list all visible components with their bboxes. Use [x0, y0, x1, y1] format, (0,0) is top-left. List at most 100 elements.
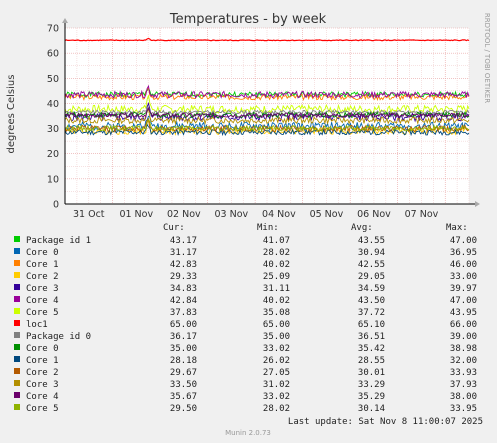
legend-value-max: 38.98	[450, 344, 477, 354]
legend-value-min: 31.11	[263, 284, 290, 294]
legend-value-cur: 28.18	[170, 356, 197, 366]
x-tick-labels: 31 Oct 01 Nov 02 Nov 03 Nov 04 Nov 05 Nov 06 N…	[73, 209, 439, 220]
legend-series-name: Core 4	[26, 296, 59, 306]
legend-value-min: 41.07	[263, 236, 290, 246]
legend-value-min: 33.02	[263, 392, 290, 402]
legend-value-max: 39.00	[450, 332, 477, 342]
legend-swatch	[14, 248, 20, 254]
series-line	[64, 107, 470, 120]
legend-swatch	[14, 368, 20, 374]
munin-version: Munin 2.0.73	[225, 429, 271, 437]
legend-value-cur: 36.17	[170, 332, 197, 342]
legend-series-name: Core 3	[26, 380, 59, 390]
series-line	[64, 123, 470, 137]
legend-swatch	[14, 320, 20, 326]
legend-value-avg: 30.94	[358, 248, 385, 258]
series-line	[64, 106, 470, 115]
legend-swatch	[14, 260, 20, 266]
axes	[62, 18, 480, 207]
y-tick-label: 10	[47, 174, 59, 185]
legend-value-min: 28.02	[263, 248, 290, 258]
legend-series-name: Core 5	[26, 308, 59, 318]
series-line	[64, 84, 470, 100]
legend-value-cur: 33.50	[170, 380, 197, 390]
legend-value-max: 33.00	[450, 272, 477, 282]
legend-series-name: Core 0	[26, 248, 59, 258]
legend-series-name: Core 5	[26, 404, 59, 414]
y-tick-label: 20	[47, 149, 59, 160]
legend-header-min: Min:	[257, 223, 279, 233]
legend-series-name: Core 0	[26, 344, 59, 354]
legend-value-min: 26.02	[263, 356, 290, 366]
legend-value-max: 38.00	[450, 392, 477, 402]
legend-value-cur: 42.84	[170, 296, 197, 306]
legend-value-cur: 42.83	[170, 260, 197, 270]
legend-value-max: 36.95	[450, 248, 477, 258]
legend-value-min: 35.08	[263, 308, 290, 318]
legend-swatch	[14, 236, 20, 242]
legend-value-min: 40.02	[263, 260, 290, 270]
x-tick-label: 05 Nov	[310, 209, 344, 220]
legend-swatch	[14, 332, 20, 338]
legend-series-name: Package id 1	[26, 236, 91, 246]
y-tick-labels: 0 10 20 30 40 50 60 70	[47, 24, 59, 211]
legend-swatch	[14, 380, 20, 386]
legend-swatch	[14, 308, 20, 314]
legend-header-max: Max:	[446, 223, 468, 233]
legend-value-avg: 43.55	[358, 236, 385, 246]
legend-value-cur: 35.00	[170, 344, 197, 354]
legend-value-max: 46.00	[450, 260, 477, 270]
legend-value-max: 33.93	[450, 368, 477, 378]
legend-value-max: 33.95	[450, 404, 477, 414]
legend: Cur: Min: Avg: Max: Package id 1 43.17 41.…	[14, 223, 477, 414]
legend-value-avg: 30.14	[358, 404, 385, 414]
series-lines	[64, 37, 470, 137]
y-axis-arrow	[62, 18, 68, 23]
series-line	[64, 120, 470, 137]
legend-swatch	[14, 272, 20, 278]
legend-value-min: 27.05	[263, 368, 290, 378]
legend-series-name: Core 2	[26, 368, 59, 378]
legend-swatch	[14, 392, 20, 398]
legend-value-cur: 29.33	[170, 272, 197, 282]
legend-value-avg: 65.10	[358, 320, 385, 330]
y-tick-label: 40	[47, 99, 59, 110]
legend-value-min: 65.00	[263, 320, 290, 330]
x-tick-label: 01 Nov	[119, 209, 153, 220]
legend-value-cur: 29.50	[170, 404, 197, 414]
x-axis-arrow	[475, 201, 480, 207]
rrdtool-vertical-label: RRDTOOL / TOBI OETIKER	[483, 13, 491, 103]
legend-value-max: 43.95	[450, 308, 477, 318]
legend-value-min: 33.02	[263, 344, 290, 354]
series-line	[64, 107, 470, 119]
legend-value-avg: 42.55	[358, 260, 385, 270]
x-tick-label: 03 Nov	[215, 209, 249, 220]
legend-series-name: Core 3	[26, 284, 59, 294]
legend-swatch	[14, 356, 20, 362]
legend-value-avg: 33.29	[358, 380, 385, 390]
y-axis-label: degrees Celsius	[6, 75, 17, 154]
legend-series-name: Core 4	[26, 392, 59, 402]
x-tick-label: 04 Nov	[262, 209, 296, 220]
x-tick-label: 06 Nov	[357, 209, 391, 220]
y-tick-label: 0	[53, 200, 59, 211]
legend-value-max: 32.00	[450, 356, 477, 366]
x-tick-label: 31 Oct	[73, 209, 105, 220]
legend-series-name: Package id 0	[26, 332, 91, 342]
legend-value-min: 35.00	[263, 332, 290, 342]
legend-value-avg: 35.29	[358, 392, 385, 402]
legend-value-avg: 30.01	[358, 368, 385, 378]
legend-series-name: Core 1	[26, 356, 59, 366]
legend-value-avg: 35.42	[358, 344, 385, 354]
legend-value-min: 31.02	[263, 380, 290, 390]
legend-swatch	[14, 344, 20, 350]
y-tick-label: 60	[47, 49, 59, 60]
legend-series-name: loc1	[26, 320, 48, 330]
legend-value-cur: 29.67	[170, 368, 197, 378]
legend-value-cur: 35.67	[170, 392, 197, 402]
legend-value-min: 28.02	[263, 404, 290, 414]
series-line	[64, 107, 470, 126]
y-tick-label: 50	[47, 74, 59, 85]
legend-value-min: 40.02	[263, 296, 290, 306]
